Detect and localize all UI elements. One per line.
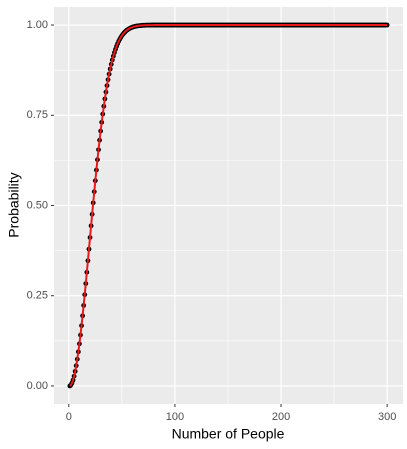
- y-tick-label: 0.75: [27, 109, 48, 121]
- y-tick-label: 0.00: [27, 380, 48, 392]
- x-tick-label: 0: [66, 411, 72, 423]
- x-axis-title: Number of People: [172, 426, 285, 442]
- y-tick-label: 0.25: [27, 290, 48, 302]
- x-tick-label: 300: [378, 411, 396, 423]
- line: [69, 24, 388, 387]
- x-tick-label: 200: [272, 411, 290, 423]
- y-axis-title: Probability: [6, 172, 22, 237]
- y-tick-label: 0.50: [27, 199, 48, 211]
- x-tick-label: 100: [166, 411, 184, 423]
- y-tick-label: 1.00: [27, 19, 48, 31]
